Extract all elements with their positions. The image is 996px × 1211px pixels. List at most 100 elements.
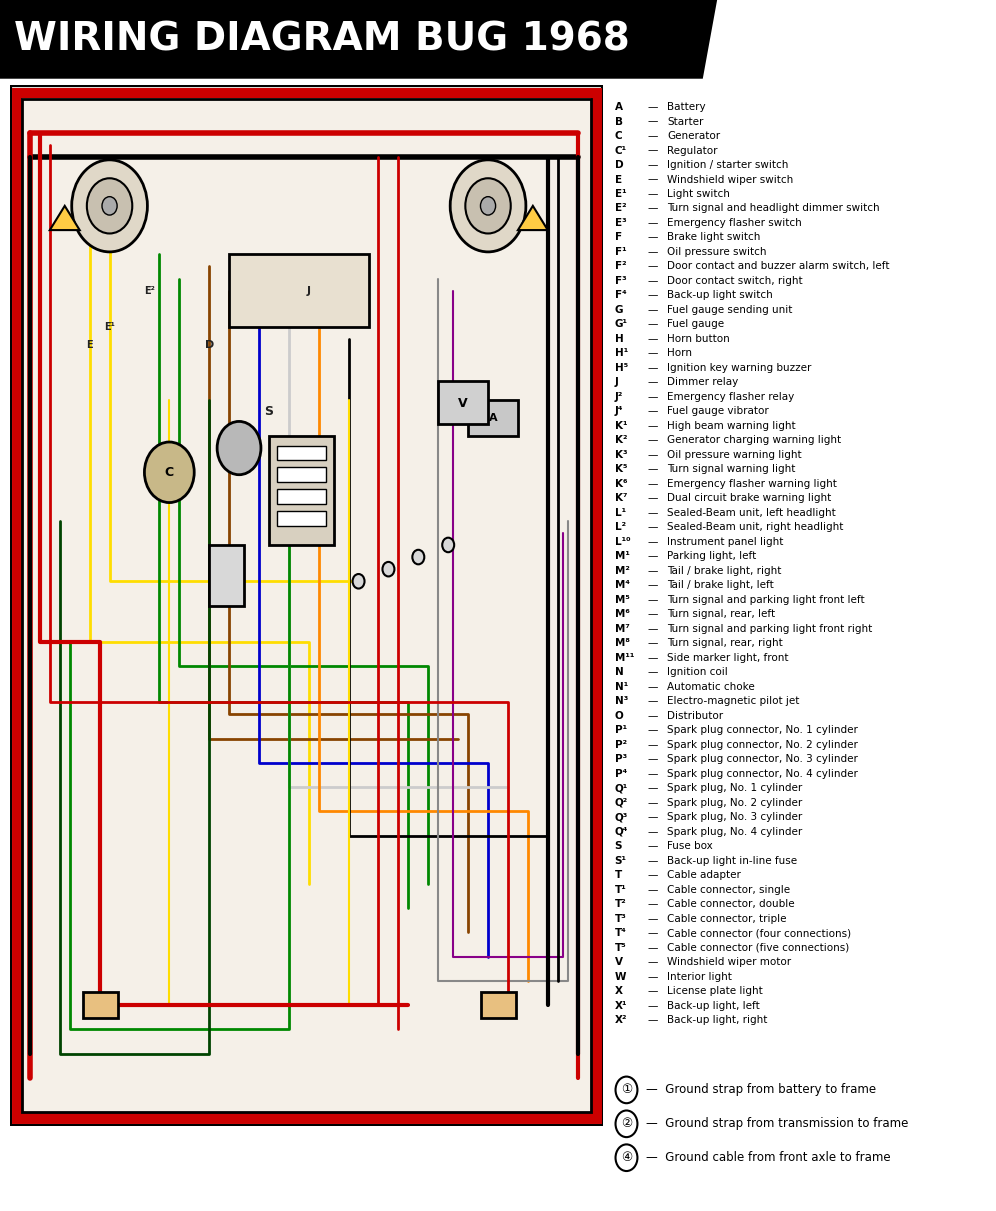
Text: F²: F²: [615, 262, 626, 271]
Text: —: —: [647, 436, 657, 446]
Text: T: T: [615, 871, 622, 880]
Text: —: —: [647, 218, 657, 228]
Text: Ignition coil: Ignition coil: [667, 667, 728, 677]
Text: Back-up light, right: Back-up light, right: [667, 1015, 768, 1026]
Circle shape: [382, 562, 394, 576]
Text: —: —: [647, 145, 657, 155]
Text: C: C: [164, 466, 174, 478]
Text: K⁶: K⁶: [615, 478, 627, 489]
Text: —: —: [647, 551, 657, 562]
Text: —: —: [647, 813, 657, 822]
Text: V: V: [458, 397, 468, 409]
Circle shape: [102, 196, 118, 216]
Text: —: —: [647, 971, 657, 982]
Text: Spark plug, No. 4 cylinder: Spark plug, No. 4 cylinder: [667, 827, 803, 837]
Text: S¹: S¹: [615, 856, 626, 866]
Text: M⁵: M⁵: [615, 595, 629, 604]
Text: —: —: [647, 478, 657, 489]
Text: N¹: N¹: [615, 682, 627, 691]
Text: —: —: [647, 233, 657, 242]
Text: —: —: [647, 305, 657, 315]
Text: Door contact and buzzer alarm switch, left: Door contact and buzzer alarm switch, le…: [667, 262, 889, 271]
Text: Sealed-Beam unit, right headlight: Sealed-Beam unit, right headlight: [667, 522, 844, 533]
Text: D: D: [204, 340, 214, 350]
Text: E¹: E¹: [615, 189, 626, 199]
Text: L¹: L¹: [615, 507, 625, 518]
Text: M¹: M¹: [615, 551, 629, 562]
Text: —: —: [647, 493, 657, 504]
Text: D: D: [615, 160, 623, 170]
Circle shape: [450, 160, 526, 252]
Text: P³: P³: [615, 754, 626, 764]
Text: —: —: [647, 522, 657, 533]
Text: —: —: [647, 320, 657, 329]
Text: —: —: [647, 247, 657, 257]
Circle shape: [217, 421, 261, 475]
Text: T³: T³: [615, 914, 626, 924]
Text: Horn button: Horn button: [667, 334, 730, 344]
Polygon shape: [518, 206, 548, 230]
Text: N³: N³: [615, 696, 627, 706]
Circle shape: [144, 442, 194, 503]
Text: Spark plug connector, No. 1 cylinder: Spark plug connector, No. 1 cylinder: [667, 725, 859, 735]
Bar: [277, 446, 326, 460]
Circle shape: [480, 196, 496, 216]
Bar: [229, 254, 369, 327]
Text: E¹: E¹: [105, 322, 115, 332]
Text: T²: T²: [615, 900, 626, 909]
Text: —: —: [647, 942, 657, 953]
Text: Generator charging warning light: Generator charging warning light: [667, 436, 842, 446]
Text: —: —: [647, 392, 657, 402]
Text: —: —: [647, 827, 657, 837]
Text: Q¹: Q¹: [615, 784, 627, 793]
Text: Brake light switch: Brake light switch: [667, 233, 761, 242]
Text: Back-up light switch: Back-up light switch: [667, 291, 773, 300]
Text: —: —: [647, 696, 657, 706]
Text: Emergency flasher relay: Emergency flasher relay: [667, 392, 795, 402]
Text: Windshield wiper switch: Windshield wiper switch: [667, 174, 794, 184]
Text: —: —: [647, 754, 657, 764]
Text: Tail / brake light, right: Tail / brake light, right: [667, 566, 782, 576]
Bar: [468, 400, 518, 436]
Text: —: —: [647, 784, 657, 793]
Text: —: —: [647, 798, 657, 808]
Text: Turn signal, rear, left: Turn signal, rear, left: [667, 609, 776, 619]
Text: Sealed-Beam unit, left headlight: Sealed-Beam unit, left headlight: [667, 507, 836, 518]
Text: Cable connector, double: Cable connector, double: [667, 900, 795, 909]
Text: —: —: [647, 900, 657, 909]
Text: L¹⁰: L¹⁰: [615, 536, 630, 547]
Text: —: —: [647, 102, 657, 113]
Text: Turn signal and headlight dimmer switch: Turn signal and headlight dimmer switch: [667, 203, 879, 213]
Text: —: —: [647, 740, 657, 750]
Text: —: —: [647, 725, 657, 735]
Text: —: —: [647, 624, 657, 633]
Text: —: —: [647, 580, 657, 591]
Text: E: E: [87, 340, 93, 350]
Text: —: —: [647, 536, 657, 547]
Text: Electro-magnetic pilot jet: Electro-magnetic pilot jet: [667, 696, 800, 706]
Text: M⁶: M⁶: [615, 609, 629, 619]
Text: Turn signal warning light: Turn signal warning light: [667, 464, 796, 475]
Text: —: —: [647, 638, 657, 648]
Text: E²: E²: [144, 286, 154, 295]
Text: J: J: [307, 286, 311, 295]
Text: —: —: [647, 131, 657, 140]
Text: —: —: [647, 174, 657, 184]
Text: Tail / brake light, left: Tail / brake light, left: [667, 580, 774, 591]
Text: Fuel gauge sending unit: Fuel gauge sending unit: [667, 305, 793, 315]
Text: Q³: Q³: [615, 813, 627, 822]
Text: Turn signal and parking light front right: Turn signal and parking light front righ…: [667, 624, 872, 633]
Text: F³: F³: [615, 276, 626, 286]
Bar: [277, 511, 326, 526]
Text: H: H: [615, 334, 623, 344]
Text: —: —: [647, 203, 657, 213]
Text: A: A: [615, 102, 622, 113]
Text: G: G: [615, 305, 623, 315]
Text: —: —: [647, 653, 657, 662]
Text: T¹: T¹: [615, 885, 626, 895]
Text: Fuel gauge vibrator: Fuel gauge vibrator: [667, 407, 769, 417]
Text: Back-up light in-line fuse: Back-up light in-line fuse: [667, 856, 798, 866]
Text: L²: L²: [615, 522, 625, 533]
Text: Spark plug connector, No. 3 cylinder: Spark plug connector, No. 3 cylinder: [667, 754, 859, 764]
Text: —: —: [647, 276, 657, 286]
